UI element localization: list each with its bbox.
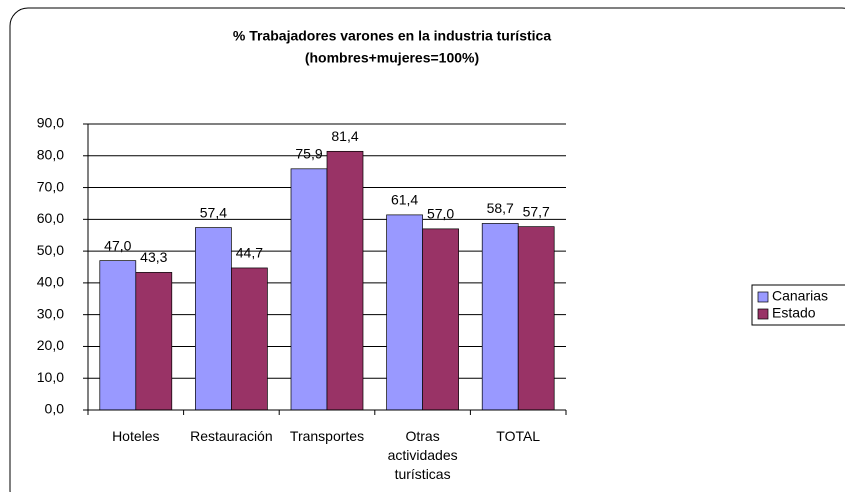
bar (231, 267, 268, 411)
value-label: 57,4 (200, 204, 227, 220)
value-label: 58,7 (487, 200, 514, 216)
value-label: 61,4 (391, 192, 418, 208)
chart-subtitle: (hombres+mujeres=100%) (305, 50, 479, 66)
y-tick-label: 10,0 (37, 369, 64, 385)
bar (99, 260, 137, 411)
legend-label: Canarias (772, 288, 828, 304)
bar (135, 272, 173, 411)
bar (326, 150, 364, 411)
y-tick-label: 0,0 (45, 401, 65, 417)
value-label: 57,0 (427, 206, 454, 222)
legend-swatch (757, 308, 769, 320)
value-label: 81,4 (331, 128, 358, 144)
value-label: 75,9 (295, 146, 322, 162)
x-tick-label: Transportes (289, 428, 365, 444)
y-tick-label: 40,0 (37, 274, 64, 290)
x-tick-label: Otras actividades turísticas (387, 428, 458, 482)
y-tick-label: 50,0 (37, 242, 64, 258)
y-tick-label: 70,0 (37, 178, 64, 194)
y-tick-label: 90,0 (37, 115, 64, 131)
y-tick-label: 80,0 (37, 146, 64, 162)
x-tick-label: Restauración (190, 428, 273, 444)
bar (386, 214, 423, 411)
legend-swatch (757, 291, 769, 303)
bar (195, 227, 232, 411)
value-label: 57,7 (523, 203, 550, 219)
y-tick-label: 30,0 (37, 305, 64, 321)
x-tick-label: Hoteles (112, 428, 160, 444)
y-tick-label: 60,0 (37, 210, 64, 226)
bar (290, 168, 328, 411)
chart-title: % Trabajadores varones en la industria t… (233, 28, 551, 44)
legend-label: Estado (772, 305, 816, 321)
x-tick-label: TOTAL (496, 428, 541, 444)
value-label: 47,0 (104, 237, 131, 253)
bar (481, 223, 519, 411)
y-tick-label: 20,0 (37, 337, 64, 353)
value-label: 44,7 (236, 245, 263, 261)
value-label: 43,3 (140, 249, 167, 265)
bar (422, 228, 459, 411)
bar (517, 226, 555, 411)
